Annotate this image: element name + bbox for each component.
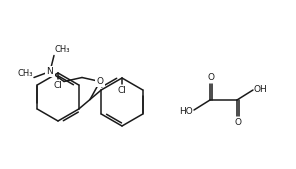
- Text: HO: HO: [179, 106, 193, 115]
- Text: O: O: [207, 73, 215, 82]
- Text: O: O: [234, 118, 242, 127]
- Text: N: N: [47, 67, 53, 76]
- Text: OH: OH: [254, 84, 268, 93]
- Text: CH₃: CH₃: [17, 69, 33, 78]
- Text: Cl: Cl: [118, 86, 126, 95]
- Text: Cl: Cl: [54, 81, 62, 90]
- Text: O: O: [96, 77, 104, 86]
- Text: CH₃: CH₃: [55, 45, 70, 54]
